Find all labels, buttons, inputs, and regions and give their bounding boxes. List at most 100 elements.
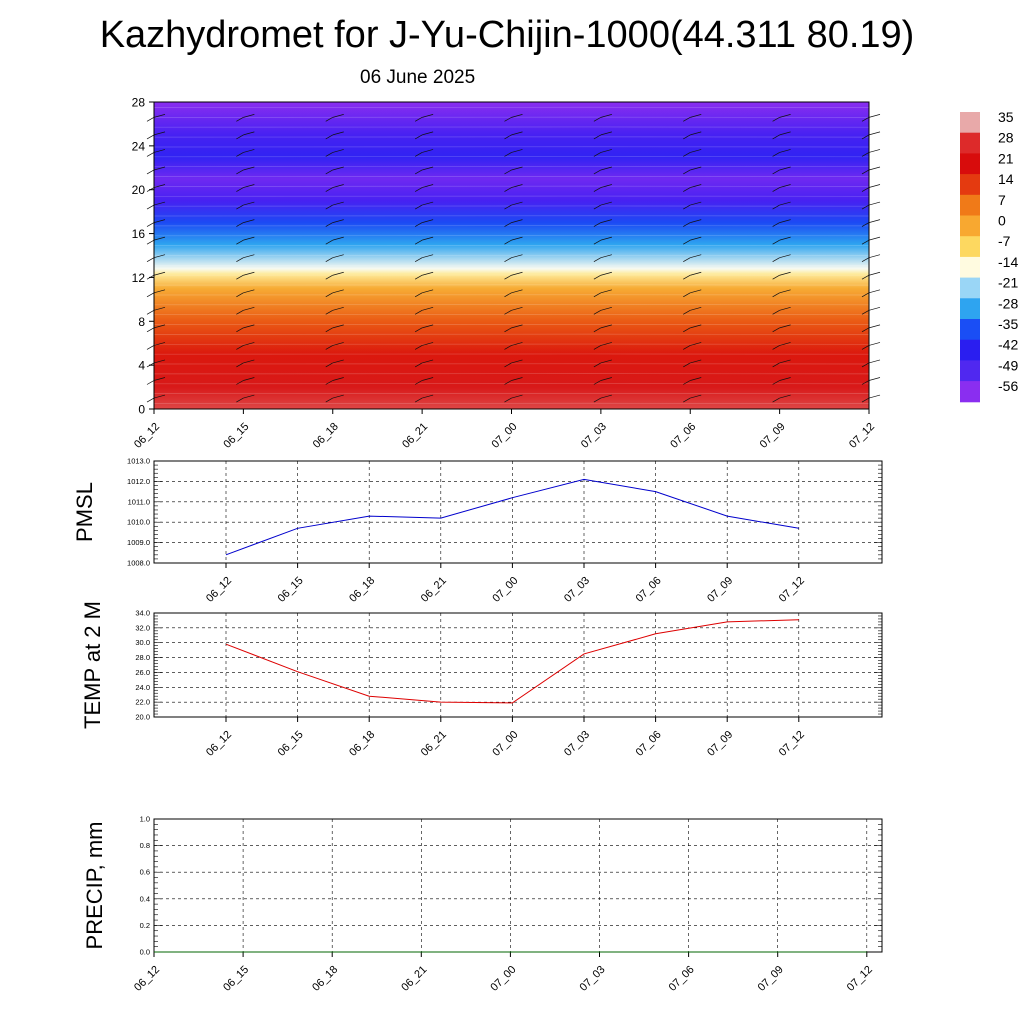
wind-barb bbox=[504, 117, 512, 122]
wind-barb-flag bbox=[868, 324, 881, 329]
wind-barb bbox=[414, 362, 423, 368]
wind-barb bbox=[683, 380, 691, 385]
wind-barb-flag bbox=[422, 149, 434, 153]
wind-barb bbox=[772, 397, 780, 403]
wind-barb bbox=[593, 327, 602, 333]
temp-panel-ylabel: TEMP at 2 M bbox=[80, 601, 105, 729]
wind-barb bbox=[146, 327, 155, 333]
wind-barb-flag bbox=[422, 114, 434, 118]
pmsl-panel-ytick-label: 1010.0 bbox=[127, 518, 150, 527]
wind-barb-flag bbox=[243, 236, 255, 241]
wind-barb-flag bbox=[332, 149, 344, 153]
precip-panel-ytick-label: 0.6 bbox=[140, 868, 150, 877]
wind-barb bbox=[236, 187, 244, 192]
colorbar-swatch bbox=[960, 277, 980, 299]
wind-barb-flag bbox=[422, 219, 434, 223]
wind-barb bbox=[683, 345, 691, 350]
wind-barb-flag bbox=[243, 254, 255, 259]
wind-barb bbox=[236, 380, 244, 385]
wind-barb bbox=[236, 204, 244, 210]
colorbar-swatch bbox=[960, 132, 980, 154]
wind-barb bbox=[504, 292, 512, 298]
wind-barb-flag bbox=[511, 324, 523, 329]
heatmap-xtick-label: 06_15 bbox=[221, 421, 251, 451]
wind-barb bbox=[504, 327, 512, 333]
heatmap-panel: 0 4 8 12 16 20 24 28 06_12 06_15 06_18 06_21 07_00 07… bbox=[132, 96, 881, 451]
wind-barb bbox=[593, 310, 602, 315]
colorbar-swatch bbox=[960, 381, 980, 403]
temp-panel-ytick-label: 32.0 bbox=[135, 623, 150, 632]
wind-barb bbox=[504, 310, 512, 315]
wind-barb bbox=[414, 169, 423, 175]
colorbar-label: -21 bbox=[998, 275, 1018, 291]
wind-barb-flag bbox=[153, 324, 166, 329]
wind-barb-flag bbox=[779, 219, 791, 223]
temp-panel-ytick-label: 34.0 bbox=[135, 609, 150, 618]
wind-barb bbox=[861, 169, 870, 175]
wind-barb bbox=[593, 134, 602, 140]
wind-barb bbox=[236, 239, 244, 245]
heatmap-ytick-label: 8 bbox=[138, 315, 145, 329]
wind-barb bbox=[414, 204, 423, 210]
wind-barb-flag bbox=[332, 271, 344, 276]
wind-barb-flag bbox=[243, 149, 255, 153]
wind-barb bbox=[683, 327, 691, 333]
wind-barb-flag bbox=[332, 377, 344, 381]
wind-barb bbox=[861, 257, 870, 262]
wind-barb-flag bbox=[422, 254, 434, 259]
wind-barb-flag bbox=[153, 166, 166, 171]
temp-panel-xtick-label: 06_15 bbox=[276, 729, 306, 759]
wind-barb-flag bbox=[690, 254, 702, 259]
wind-barb bbox=[683, 239, 691, 245]
heatmap-xtick-label: 07_00 bbox=[490, 421, 520, 451]
wind-barb-flag bbox=[868, 131, 881, 136]
pmsl-panel-ylabel: PMSL bbox=[72, 482, 97, 542]
wind-barb-flag bbox=[600, 306, 612, 311]
wind-barb-flag bbox=[243, 359, 255, 364]
wind-barb bbox=[236, 152, 244, 157]
wind-barb-flag bbox=[779, 254, 791, 259]
wind-barb bbox=[861, 292, 870, 298]
pmsl-panel-series-line bbox=[225, 478, 799, 556]
colorbar-label: -14 bbox=[998, 254, 1018, 270]
wind-barb-flag bbox=[422, 377, 434, 381]
wind-barb bbox=[772, 310, 780, 315]
colorbar-label: -28 bbox=[998, 295, 1018, 311]
wind-barb bbox=[593, 204, 602, 210]
wind-barb bbox=[772, 152, 780, 157]
wind-barb bbox=[414, 239, 423, 245]
wind-barb bbox=[325, 310, 333, 315]
wind-barb-flag bbox=[600, 394, 612, 399]
wind-barb-flag bbox=[779, 114, 791, 118]
wind-barb-flag bbox=[153, 131, 166, 136]
wind-barb-flag bbox=[511, 166, 523, 171]
precip-panel-ytick-label: 0.2 bbox=[140, 921, 150, 930]
temp-panel-ytick-label: 20.0 bbox=[135, 713, 150, 722]
wind-barb-flag bbox=[153, 394, 166, 399]
wind-barb-flag bbox=[243, 114, 255, 118]
wind-barb-flag bbox=[511, 254, 523, 259]
wind-barb bbox=[325, 380, 333, 385]
wind-barb bbox=[772, 257, 780, 262]
wind-barb bbox=[325, 169, 333, 175]
heatmap-field bbox=[154, 102, 869, 409]
wind-barb bbox=[683, 397, 691, 403]
wind-barb-flag bbox=[868, 271, 881, 276]
wind-barb-flag bbox=[779, 324, 791, 329]
wind-barb-flag bbox=[422, 324, 434, 329]
wind-barb bbox=[683, 117, 691, 122]
precip-panel-xtick-label: 06_21 bbox=[399, 964, 429, 994]
wind-barb bbox=[414, 345, 423, 350]
wind-barb-flag bbox=[690, 377, 702, 381]
wind-barb bbox=[593, 345, 602, 350]
wind-barb-flag bbox=[332, 289, 344, 294]
wind-barb bbox=[236, 310, 244, 315]
wind-barb bbox=[772, 239, 780, 245]
wind-barb bbox=[683, 187, 691, 192]
wind-barb bbox=[236, 222, 244, 227]
heatmap-ytick-label: 4 bbox=[138, 359, 145, 373]
wind-barb bbox=[325, 152, 333, 157]
wind-barb bbox=[146, 239, 155, 245]
wind-barb-flag bbox=[600, 184, 612, 188]
heatmap-ytick-label: 16 bbox=[132, 227, 146, 241]
